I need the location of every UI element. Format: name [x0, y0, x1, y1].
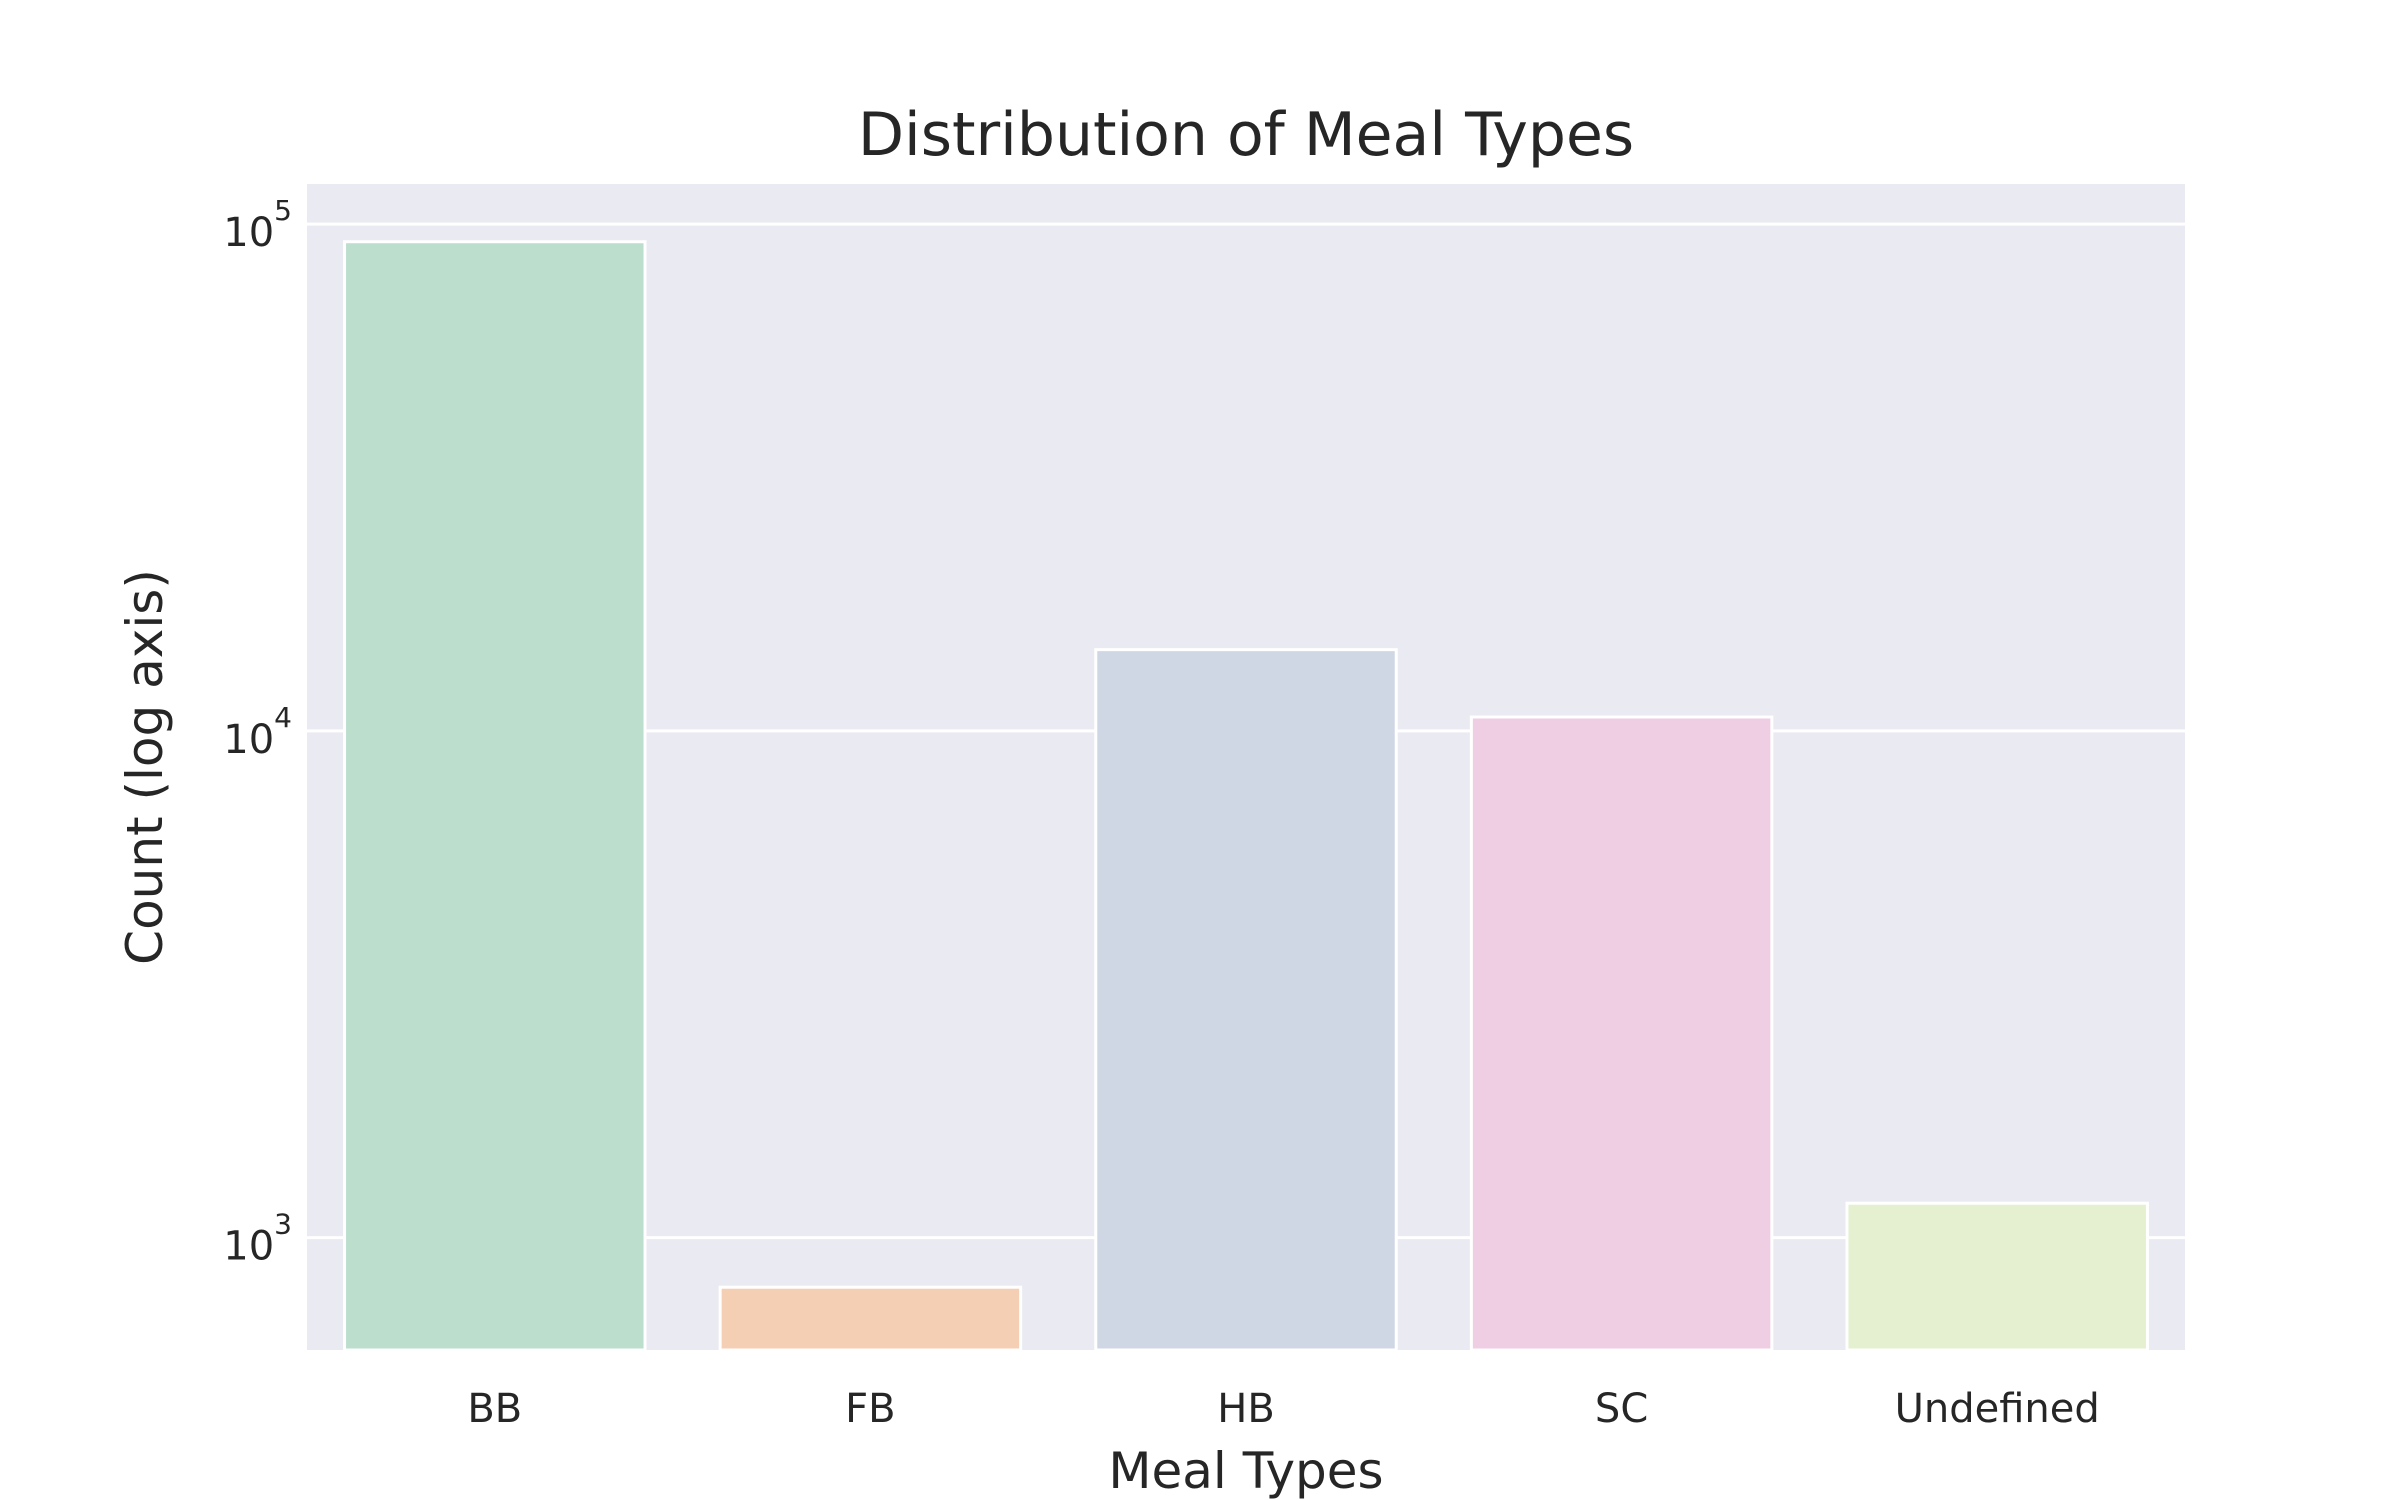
x-axis-label: Meal Types	[1108, 1442, 1383, 1500]
bar-bb	[343, 240, 647, 1352]
y-tick-label: 103	[223, 1208, 292, 1270]
bar-sc	[1469, 715, 1774, 1352]
y-tick-base: 10	[223, 1224, 274, 1270]
x-tick-labels: BB FB HB SC Undefined	[467, 1386, 2099, 1432]
x-tick-label: BB	[467, 1386, 522, 1432]
y-tick-base: 10	[223, 210, 274, 256]
x-tick-label: Undefined	[1895, 1386, 2100, 1432]
bars	[343, 240, 2149, 1352]
y-axis-label: Count (log axis)	[116, 569, 174, 965]
y-tick-label: 105	[223, 194, 292, 256]
chart-title: Distribution of Meal Types	[858, 100, 1634, 170]
y-tick-exponent: 5	[274, 194, 292, 227]
x-tick-label: HB	[1217, 1386, 1275, 1432]
x-tick-label: FB	[845, 1386, 895, 1432]
bar-undefined	[1845, 1201, 2149, 1352]
y-tick-exponent: 3	[274, 1208, 292, 1241]
y-tick-exponent: 4	[274, 701, 292, 734]
bar-fb	[718, 1285, 1023, 1352]
y-tick-label: 104	[223, 701, 292, 763]
x-tick-label: SC	[1595, 1386, 1648, 1432]
bar-hb	[1094, 648, 1398, 1352]
y-tick-base: 10	[223, 717, 274, 763]
